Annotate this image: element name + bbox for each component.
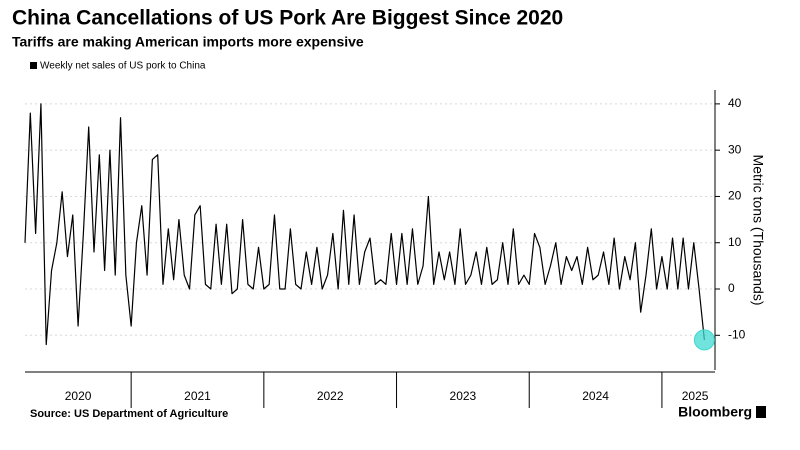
x-tick-label: 2025 — [682, 389, 709, 403]
y-tick-label: 0 — [728, 281, 735, 295]
y-tick-label: -10 — [728, 327, 746, 341]
series-line — [24, 103, 705, 346]
y-tick-label: 40 — [728, 96, 742, 110]
y-tick-label: 20 — [728, 189, 742, 203]
y-axis-label: Metric tons (Thousands) — [750, 155, 766, 306]
x-tick-label: 2021 — [184, 389, 211, 403]
chart-subtitle: Tariffs are making American imports more… — [12, 34, 364, 50]
legend-swatch — [30, 62, 37, 69]
highlight-point — [693, 329, 715, 351]
x-tick-label: 2024 — [582, 389, 609, 403]
legend-label: Weekly net sales of US pork to China — [40, 61, 206, 72]
y-tick-label: 10 — [728, 235, 742, 249]
brand: Bloomberg — [678, 404, 752, 420]
brand-icon — [756, 406, 766, 418]
chart-title: China Cancellations of US Pork Are Bigge… — [12, 7, 563, 30]
y-tick-label: 30 — [728, 142, 742, 156]
x-tick-label: 2022 — [317, 389, 344, 403]
source: Source: US Department of Agriculture — [30, 408, 228, 420]
x-tick-label: 2020 — [65, 389, 92, 403]
x-tick-label: 2023 — [450, 389, 477, 403]
